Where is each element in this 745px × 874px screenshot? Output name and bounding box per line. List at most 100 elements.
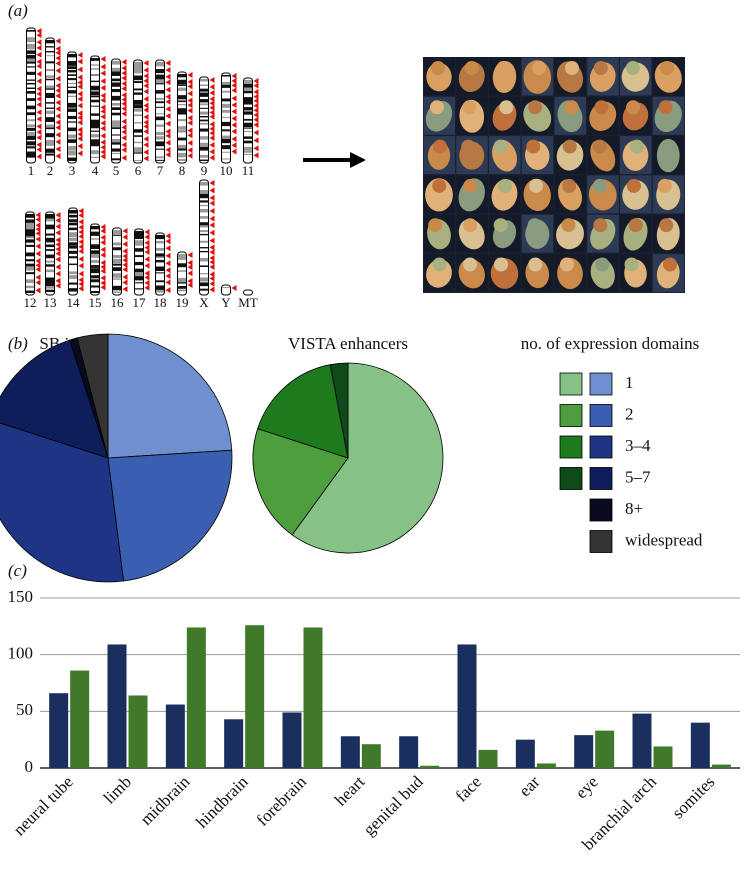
chromosome-label: 11 [242, 163, 255, 178]
chromosome-band [200, 146, 208, 151]
insertion-marker [253, 137, 259, 144]
chromosome-band [46, 269, 54, 273]
chromosome-band [112, 134, 120, 136]
insertion-marker [36, 58, 42, 65]
chromosome-band [91, 253, 99, 258]
insertion-marker [209, 142, 215, 149]
insertion-marker [187, 282, 193, 289]
chromosome-band [27, 87, 35, 89]
insertion-marker [209, 148, 215, 155]
legend-label: 3–4 [625, 436, 651, 455]
chromosome-band [46, 264, 54, 267]
insertion-marker [100, 56, 106, 62]
chromosome-band [244, 100, 252, 105]
bar [245, 625, 265, 768]
chromosome-band [222, 151, 230, 153]
insertion-marker [35, 262, 41, 269]
chromosome-band [112, 138, 120, 144]
chromosome-label: Y [221, 295, 231, 310]
insertion-marker [36, 51, 42, 58]
insertion-marker [100, 144, 106, 151]
chromosome-band [91, 268, 99, 274]
chromosome-band [200, 277, 208, 282]
insertion-marker [209, 104, 215, 111]
chromosome-band [135, 261, 143, 266]
insertion-marker [55, 277, 61, 284]
insertion-marker [143, 135, 149, 142]
chromosome-band [156, 253, 164, 257]
chromosome-band [178, 95, 186, 100]
chromosome-band [156, 74, 164, 80]
insertion-marker [165, 132, 171, 139]
chromosome-band [26, 239, 34, 243]
chromosome-band [134, 129, 142, 133]
chromosome-band [46, 96, 54, 99]
chromosome-band [46, 85, 54, 90]
y-tick-label: 100 [8, 644, 34, 663]
chromosome-band [46, 92, 54, 98]
chromosome-band [27, 61, 35, 64]
insertion-marker [55, 153, 61, 160]
insertion-marker [100, 259, 106, 266]
chromosome-label: 13 [44, 295, 57, 310]
x-tick-label: limb [100, 772, 135, 807]
insertion-marker [253, 152, 259, 159]
bar [515, 739, 535, 768]
insertion-marker [77, 126, 83, 133]
insertion-marker [55, 131, 61, 138]
chromosome-band [200, 92, 208, 97]
chromosome-band [156, 272, 164, 274]
insertion-marker [187, 90, 193, 97]
embryo-head [595, 257, 610, 272]
chromosome-band [200, 208, 208, 213]
chromosome-band [222, 109, 230, 113]
insertion-marker [187, 278, 193, 285]
insertion-marker [209, 134, 215, 141]
insertion-marker [36, 141, 42, 148]
insertion-marker [78, 238, 84, 245]
insertion-marker [36, 63, 42, 70]
chromosome-band [178, 152, 186, 158]
pie-slice [257, 364, 349, 459]
chromosome-band [69, 210, 77, 214]
insertion-marker [143, 72, 149, 79]
insertion-marker [55, 250, 61, 257]
chromosome-band [156, 97, 164, 100]
chromosome-band [46, 88, 54, 90]
insertion-marker [165, 93, 171, 100]
chromosome-band [222, 84, 230, 88]
chromosome-band [200, 154, 208, 158]
chromosome-band [134, 88, 142, 91]
insertion-marker [55, 113, 61, 120]
chromosome-band [156, 141, 164, 147]
chromosome-band [26, 219, 34, 224]
chromosome-band [156, 159, 164, 161]
y-tick-label: 150 [8, 587, 34, 606]
chromosome-band [27, 146, 35, 149]
chromosome-band [46, 78, 54, 81]
insertion-marker [55, 49, 61, 56]
insertion-marker [144, 244, 150, 251]
insertion-marker [209, 259, 215, 266]
insertion-marker [55, 212, 61, 218]
chromosome-band [68, 108, 76, 112]
insertion-marker [165, 238, 171, 245]
insertion-marker [78, 233, 84, 240]
chromosome-band [135, 276, 143, 281]
insertion-marker [187, 252, 193, 258]
chromosome-band [91, 91, 99, 96]
bar [632, 713, 652, 768]
chromosome-band [46, 281, 54, 287]
chromosome-band [27, 151, 35, 156]
chromosome-band [68, 102, 76, 108]
insertion-marker [121, 59, 127, 65]
chromosome-band [91, 74, 99, 76]
embryo-head [463, 257, 478, 272]
chromosome-band [112, 67, 120, 72]
chromosome [90, 55, 100, 164]
legend-title: no. of expression domains [521, 334, 699, 353]
chromosome-label: 10 [220, 163, 233, 178]
embryo-head [493, 218, 508, 233]
embryo-head [493, 139, 508, 154]
